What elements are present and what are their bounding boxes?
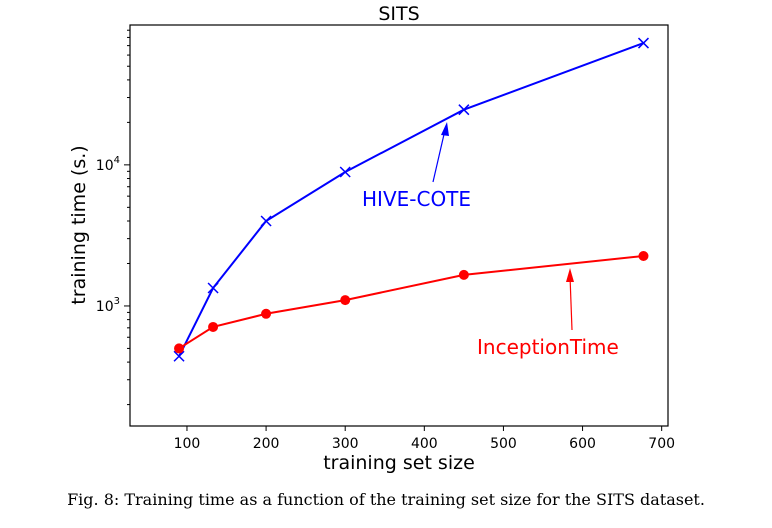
- data-point: [638, 250, 649, 261]
- x-tick-label: 400: [411, 436, 438, 452]
- annotation-arrow-inceptiontime: [569, 275, 573, 331]
- data-point: [261, 308, 272, 319]
- x-tick-label: 500: [490, 436, 517, 452]
- series-line: [178, 42, 644, 357]
- x-tick-label: 300: [332, 436, 359, 452]
- annotation-arrow-hive-cote: [432, 129, 446, 183]
- annotation-inceptiontime: InceptionTime: [477, 335, 619, 359]
- x-tick-label: 100: [174, 436, 201, 452]
- figure-caption: Fig. 8: Training time as a function of t…: [67, 490, 705, 509]
- data-point: [173, 350, 185, 362]
- chart: SITS 100 200 300 400 500 600 700 103 104 trainin…: [68, 3, 675, 474]
- data-point: [207, 282, 219, 294]
- x-tick-label: 200: [253, 436, 280, 452]
- data-point: [340, 295, 351, 306]
- data-point: [260, 215, 272, 227]
- annotation-hive-cote: HIVE-COTE: [362, 187, 471, 211]
- data-point: [637, 37, 650, 49]
- x-tick-label: 700: [648, 436, 675, 452]
- data-point: [339, 166, 351, 178]
- plot-area: [129, 24, 669, 427]
- arrowhead-hive-cote: [441, 122, 449, 136]
- y-axis-label: training time (s.): [68, 145, 90, 304]
- data-point: [208, 321, 219, 332]
- arrowhead-inceptiontime: [566, 268, 574, 282]
- y-tick-label: 104: [96, 155, 120, 174]
- data-point: [458, 269, 469, 280]
- series-line: [178, 254, 644, 350]
- x-axis-label: training set size: [323, 452, 475, 474]
- x-tick-label: 600: [569, 436, 596, 452]
- data-point: [174, 343, 185, 354]
- y-tick-label: 103: [96, 296, 120, 315]
- data-point: [458, 104, 470, 116]
- chart-title: SITS: [378, 3, 419, 25]
